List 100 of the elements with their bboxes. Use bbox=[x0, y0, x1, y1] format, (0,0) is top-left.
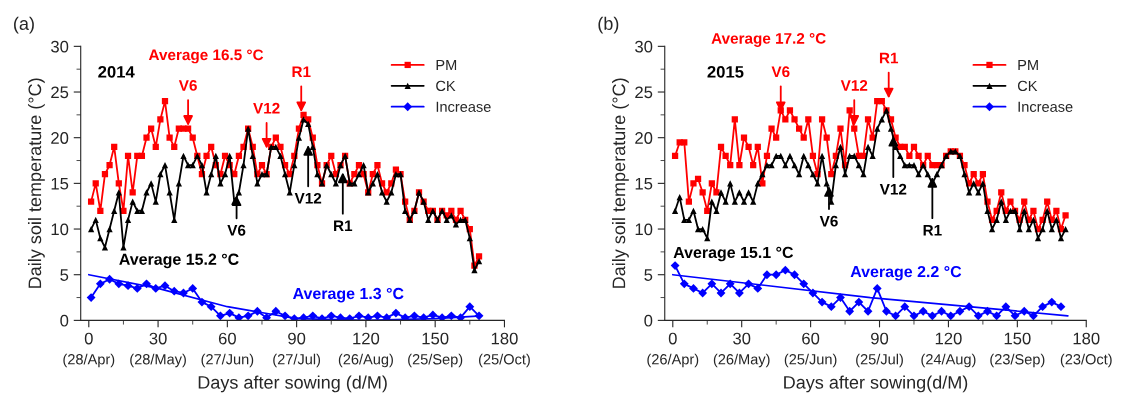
point bbox=[918, 306, 928, 316]
point bbox=[891, 311, 901, 321]
x-tick-label: 30 bbox=[149, 332, 167, 345]
y-tick-label: 30 bbox=[635, 40, 653, 53]
point bbox=[716, 288, 726, 298]
point bbox=[689, 283, 698, 293]
legend-label: Increase bbox=[1018, 101, 1073, 112]
point bbox=[86, 293, 96, 302]
annotation: Average 15.1 °C bbox=[673, 246, 794, 262]
point bbox=[670, 261, 680, 270]
y-tick-label: 10 bbox=[51, 223, 69, 236]
x-tick-label: 30 bbox=[733, 332, 751, 345]
text: (25/Jun) bbox=[784, 353, 837, 368]
point bbox=[973, 311, 983, 321]
x-tick-label: 150 bbox=[422, 332, 449, 345]
y-tick-label: 5 bbox=[644, 269, 653, 281]
legend-label: Increase bbox=[436, 101, 491, 112]
point bbox=[762, 270, 772, 280]
point bbox=[1038, 302, 1048, 312]
chart-title: (b) bbox=[598, 16, 619, 34]
point bbox=[188, 283, 198, 293]
x-tick-label: 90 bbox=[288, 332, 306, 345]
text: (25/Sep) bbox=[408, 353, 463, 368]
text: (24/Aug) bbox=[921, 353, 976, 368]
x-tick-label: 180 bbox=[491, 332, 518, 345]
point bbox=[845, 306, 855, 316]
y-tick-label: 25 bbox=[51, 86, 69, 99]
point bbox=[790, 270, 799, 280]
x-tick-label: 0 bbox=[84, 332, 93, 345]
point bbox=[216, 311, 225, 321]
y-tick-label: 20 bbox=[51, 132, 69, 144]
x-tick-label: 120 bbox=[353, 332, 380, 345]
annotation: 2014 bbox=[98, 65, 135, 78]
point bbox=[817, 297, 827, 307]
point bbox=[780, 265, 790, 275]
legend-label: PM bbox=[436, 60, 457, 71]
point bbox=[946, 311, 956, 321]
point bbox=[863, 306, 873, 316]
point bbox=[937, 306, 946, 316]
text: (23/Sep) bbox=[990, 353, 1045, 368]
y-tick-label: 5 bbox=[60, 269, 69, 281]
point bbox=[854, 297, 864, 307]
annotation: V12 bbox=[294, 192, 322, 204]
point bbox=[1010, 311, 1020, 321]
y-tick-label: 15 bbox=[635, 177, 653, 190]
legend-label: CK bbox=[436, 80, 456, 92]
point bbox=[95, 279, 105, 289]
point bbox=[114, 279, 124, 289]
annotation: V6 bbox=[227, 224, 246, 236]
chart-title: (a) bbox=[14, 16, 34, 34]
y-axis-title: Daily soil temperature (°C) bbox=[27, 78, 45, 288]
point bbox=[927, 311, 937, 321]
annotation: Average 2.2 °C bbox=[850, 265, 962, 281]
point bbox=[225, 308, 235, 318]
text: (25/Oct) bbox=[479, 353, 530, 368]
point bbox=[1056, 302, 1066, 312]
annotation: R1 bbox=[923, 225, 942, 236]
legend-label: PM bbox=[1018, 60, 1038, 71]
x-tick-label: 180 bbox=[1073, 332, 1100, 345]
point bbox=[826, 302, 836, 312]
point bbox=[465, 302, 475, 312]
point bbox=[992, 311, 1002, 321]
y-tick-label: 25 bbox=[635, 86, 653, 99]
y-tick-label: 15 bbox=[51, 177, 69, 190]
text: (28/Apr) bbox=[63, 353, 115, 368]
annotation: V6 bbox=[819, 215, 838, 227]
point bbox=[872, 283, 882, 293]
point bbox=[206, 302, 216, 312]
y-tick-label: 0 bbox=[60, 314, 69, 327]
x-tick-label: 60 bbox=[218, 332, 236, 345]
point bbox=[900, 302, 910, 312]
point bbox=[243, 311, 253, 321]
text: (27/Jul) bbox=[273, 353, 321, 368]
point bbox=[725, 279, 735, 289]
point bbox=[679, 279, 689, 289]
x-axis-title: Days after sowing(d/M) bbox=[784, 375, 968, 393]
point bbox=[271, 306, 281, 316]
point bbox=[836, 293, 845, 302]
annotation: V12 bbox=[840, 80, 868, 91]
text: (26/May) bbox=[713, 353, 770, 368]
y-tick-label: 30 bbox=[51, 40, 69, 53]
point bbox=[354, 311, 364, 321]
point bbox=[160, 281, 170, 291]
x-tick-label: 90 bbox=[871, 332, 889, 345]
annotation: R1 bbox=[334, 220, 353, 231]
x-tick-label: 60 bbox=[802, 332, 820, 345]
annotation: V6 bbox=[771, 66, 790, 78]
point bbox=[262, 313, 272, 321]
point bbox=[1029, 311, 1038, 321]
point bbox=[983, 306, 992, 316]
point bbox=[363, 313, 373, 321]
point bbox=[234, 313, 244, 321]
point bbox=[734, 288, 744, 298]
point bbox=[881, 306, 891, 316]
annotation: V12 bbox=[879, 183, 907, 195]
annotation: R1 bbox=[879, 52, 899, 64]
annotation: V6 bbox=[178, 80, 197, 91]
annotation: Average 17.2 °C bbox=[711, 32, 826, 47]
annotation: 2015 bbox=[707, 65, 744, 78]
annotation: Average 16.5 °C bbox=[148, 49, 264, 64]
